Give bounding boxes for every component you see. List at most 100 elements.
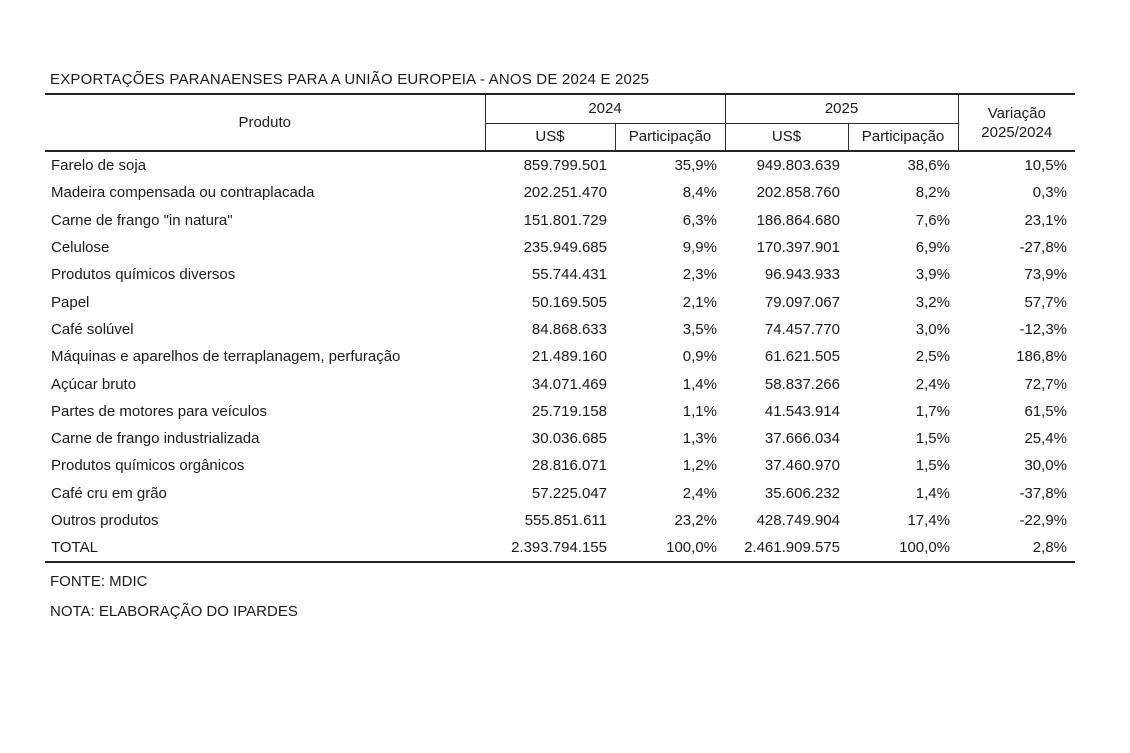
cell-participation-2025: 38,6% (907, 157, 950, 175)
cell-participation-2025: 3,2% (915, 293, 950, 311)
source-note: FONTE: MDIC (50, 573, 148, 591)
cell-variation: -12,3% (1019, 320, 1067, 338)
cell-usd-2024: 151.801.729 (523, 211, 607, 229)
cell-usd-2025: 428.749.904 (756, 512, 840, 529)
cell-product: Madeira compensada ou contraplacada (51, 184, 315, 202)
table-header: Produto 2024 2025 Variação 2025/2024 US$… (45, 94, 1075, 151)
cell-participation-2024: 6,3% (682, 211, 717, 229)
cell-participation-2025: 100,0% (899, 539, 950, 557)
table-row: Celulose 235.949.685 9,9% 170.397.901 6,… (45, 234, 1075, 261)
cell-usd-2024: 57.225.047 (531, 484, 607, 502)
cell-usd-2025: 37.460.970 (764, 457, 840, 475)
cell-usd-2024: 2.393.794.155 (511, 539, 607, 557)
cell-participation-2024: 1,4% (682, 375, 717, 393)
cell-participation-2025: 6,9% (915, 239, 950, 257)
cell-product: Açúcar bruto (51, 375, 137, 393)
table-row: Papel 50.169.505 2,1% 79.097.067 3,2% 57… (45, 288, 1075, 315)
cell-participation-2024: 23,2% (674, 512, 717, 529)
cell-usd-2025: 61.621.505 (764, 348, 840, 366)
cell-product: TOTAL (51, 539, 98, 557)
cell-variation: 61,5% (1024, 402, 1067, 420)
cell-variation: -27,8% (1019, 239, 1067, 257)
cell-usd-2024: 202.251.470 (523, 184, 607, 202)
cell-variation: 57,7% (1024, 293, 1067, 311)
cell-usd-2025: 2.461.909.575 (744, 539, 840, 557)
cell-participation-2024: 2,3% (682, 266, 717, 284)
cell-variation: 0,3% (1032, 184, 1067, 202)
cell-usd-2025: 41.543.914 (764, 402, 840, 420)
header-product: Produto (45, 94, 486, 151)
cell-usd-2025: 949.803.639 (756, 157, 840, 175)
cell-variation: 30,0% (1024, 457, 1067, 475)
cell-participation-2024: 100,0% (666, 539, 717, 557)
cell-product: Partes de motores para veículos (51, 402, 267, 420)
cell-participation-2025: 2,5% (915, 348, 950, 366)
cell-participation-2025: 8,2% (915, 184, 950, 202)
cell-usd-2024: 859.799.501 (523, 157, 607, 175)
cell-variation: -37,8% (1019, 484, 1067, 502)
cell-usd-2024: 30.036.685 (531, 430, 607, 448)
cell-usd-2024: 50.169.505 (531, 293, 607, 311)
cell-variation: 72,7% (1024, 375, 1067, 393)
cell-variation: 25,4% (1024, 430, 1067, 448)
table-row: Partes de motores para veículos 25.719.1… (45, 398, 1075, 425)
cell-product: Café solúvel (51, 320, 134, 338)
cell-product: Produtos químicos diversos (51, 266, 236, 284)
header-variation-line2: 2025/2024 (981, 123, 1053, 141)
table-row: Máquinas e aparelhos de terraplanagem, p… (45, 343, 1075, 370)
header-variation: Variação 2025/2024 (958, 94, 1075, 151)
cell-usd-2024: 55.744.431 (531, 266, 607, 284)
cell-usd-2025: 58.837.266 (764, 375, 840, 393)
cell-usd-2025: 35.606.232 (764, 484, 840, 502)
table-row: Produtos químicos orgânicos 28.816.071 1… (45, 452, 1075, 479)
cell-variation: 23,1% (1024, 211, 1067, 229)
cell-product: Farelo de soja (51, 157, 147, 175)
cell-product: Carne de frango industrializada (51, 430, 260, 448)
header-usd-2024: US$ (485, 123, 616, 151)
cell-usd-2025: 202.858.760 (756, 184, 840, 202)
header-participation-2025: Participação (848, 123, 959, 151)
cell-product: Máquinas e aparelhos de terraplanagem, p… (51, 348, 401, 366)
cell-usd-2025: 186.864.680 (756, 211, 840, 229)
header-variation-line1: Variação (987, 104, 1046, 122)
table-row: Outros produtos 555.851.611 23,2% 428.74… (45, 507, 1075, 534)
table-row: Carne de frango "in natura" 151.801.729 … (45, 207, 1075, 234)
cell-participation-2024: 1,1% (682, 402, 717, 420)
cell-usd-2025: 37.666.034 (764, 430, 840, 448)
cell-participation-2025: 1,7% (915, 402, 950, 420)
cell-participation-2024: 2,1% (682, 293, 717, 311)
cell-usd-2024: 555.851.611 (524, 512, 607, 529)
table-row: Café cru em grão 57.225.047 2,4% 35.606.… (45, 480, 1075, 507)
cell-participation-2024: 9,9% (682, 239, 717, 257)
cell-participation-2025: 17,4% (907, 512, 950, 529)
cell-participation-2024: 35,9% (674, 157, 717, 175)
table-body: Farelo de soja 859.799.501 35,9% 949.803… (45, 151, 1075, 562)
cell-participation-2024: 8,4% (682, 184, 717, 202)
cell-participation-2024: 2,4% (682, 484, 717, 502)
cell-participation-2025: 7,6% (915, 211, 950, 229)
cell-participation-2024: 3,5% (682, 320, 717, 338)
cell-usd-2024: 235.949.685 (523, 239, 607, 257)
header-year-2024: 2024 (485, 94, 726, 124)
header-usd-2025: US$ (725, 123, 849, 151)
table-row: Produtos químicos diversos 55.744.431 2,… (45, 261, 1075, 288)
exports-table: Produto 2024 2025 Variação 2025/2024 US$… (45, 93, 1075, 564)
elaboration-note: NOTA: ELABORAÇÃO DO IPARDES (50, 603, 298, 621)
cell-product: Celulose (51, 239, 110, 257)
cell-participation-2024: 0,9% (682, 348, 717, 366)
cell-usd-2025: 79.097.067 (764, 293, 840, 311)
header-participation-2024: Participação (615, 123, 726, 151)
cell-participation-2025: 1,4% (915, 484, 950, 502)
cell-product: Café cru em grão (51, 484, 167, 502)
cell-usd-2025: 170.397.901 (756, 239, 840, 257)
cell-usd-2024: 21.489.160 (531, 348, 607, 366)
cell-product: Outros produtos (51, 512, 159, 529)
cell-usd-2024: 25.719.158 (531, 402, 607, 420)
table-row: Açúcar bruto 34.071.469 1,4% 58.837.266 … (45, 370, 1075, 397)
cell-product: Papel (51, 293, 90, 311)
table-row: Carne de frango industrializada 30.036.6… (45, 425, 1075, 452)
page: EXPORTAÇÕES PARANAENSES PARA A UNIÃO EUR… (45, 71, 1075, 620)
cell-variation: 10,5% (1024, 157, 1067, 175)
table-row: Madeira compensada ou contraplacada 202.… (45, 179, 1075, 206)
cell-variation: 186,8% (1016, 348, 1067, 366)
